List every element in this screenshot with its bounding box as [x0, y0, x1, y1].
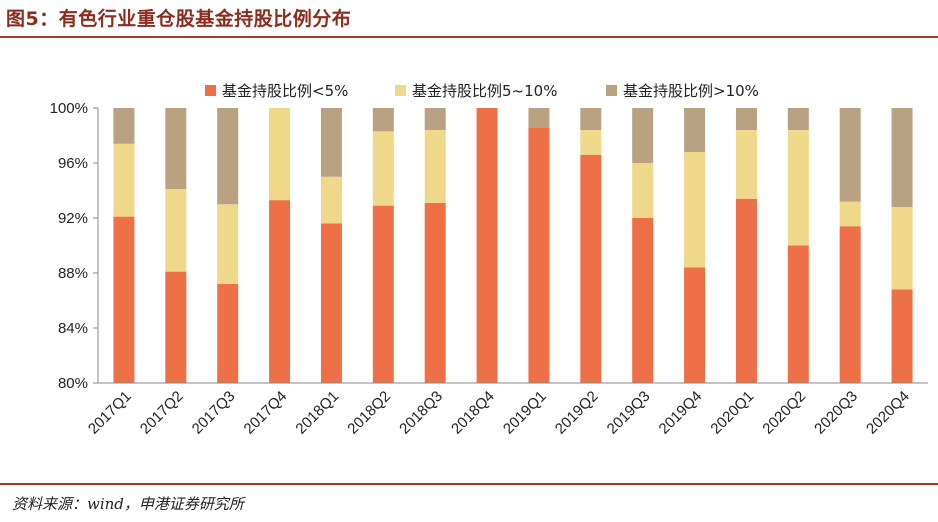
bar-segment-3-2018Q3	[424, 108, 446, 130]
x-tick-label: 2019Q1	[500, 388, 550, 438]
source-note: 资料来源：wind，申港证券研究所	[12, 495, 244, 513]
x-tick-label: 2017Q1	[85, 388, 135, 438]
bar-segment-1-2017Q2	[165, 271, 187, 383]
legend-swatch-3	[606, 85, 617, 96]
bar-segment-1-2019Q2	[580, 154, 602, 383]
bars	[113, 108, 913, 383]
bar-segment-1-2017Q4	[269, 200, 291, 383]
bar-segment-1-2018Q2	[372, 205, 394, 383]
footer-divider	[0, 483, 938, 485]
bar-segment-2-2018Q3	[424, 130, 446, 203]
bar-segment-3-2020Q4	[891, 108, 913, 207]
title-divider	[0, 36, 938, 38]
bar-segment-1-2017Q1	[113, 216, 135, 383]
bar-segment-2-2019Q2	[580, 130, 602, 155]
legend-swatch-2	[395, 85, 406, 96]
bar-segment-2-2020Q3	[839, 201, 861, 227]
bar-segment-1-2018Q1	[320, 223, 342, 383]
x-tick-label: 2017Q4	[241, 388, 291, 438]
bar-segment-1-2019Q1	[528, 127, 550, 383]
chart-title: 图5：有色行业重仓股基金持股比例分布	[6, 8, 352, 30]
bar-segment-2-2019Q3	[632, 163, 654, 218]
x-tick-label: 2018Q3	[396, 388, 446, 438]
bar-segment-3-2018Q1	[320, 108, 342, 177]
bar-segment-2-2020Q1	[735, 130, 757, 199]
bar-segment-3-2020Q1	[735, 108, 757, 130]
bar-segment-3-2019Q3	[632, 108, 654, 163]
x-tick-label: 2018Q4	[448, 388, 498, 438]
bar-segment-1-2019Q3	[632, 218, 654, 383]
bar-segment-2-2020Q2	[787, 130, 809, 246]
bar-segment-1-2018Q3	[424, 202, 446, 383]
legend-label-2: 基金持股比例5~10%	[412, 82, 557, 100]
bar-segment-3-2017Q3	[217, 108, 239, 205]
bar-segment-2-2017Q4	[269, 108, 291, 201]
bar-segment-3-2019Q2	[580, 108, 602, 130]
x-tick-label: 2019Q4	[656, 388, 706, 438]
bar-segment-2-2017Q3	[217, 204, 239, 284]
x-tick-label: 2019Q2	[552, 388, 602, 438]
x-tick-label: 2019Q3	[604, 388, 654, 438]
y-axis: 80% 84% 88% 92% 96% 100%	[50, 100, 99, 392]
bar-segment-2-2017Q1	[113, 143, 135, 217]
bar-segment-3-2019Q4	[684, 108, 706, 152]
bar-segment-1-2020Q4	[891, 289, 913, 383]
bar-segment-2-2018Q2	[372, 131, 394, 206]
bar-segment-3-2018Q2	[372, 108, 394, 132]
bar-segment-3-2019Q1	[528, 108, 550, 128]
bar-segment-2-2020Q4	[891, 207, 913, 290]
x-tick-label: 2020Q1	[707, 388, 757, 438]
bar-segment-1-2017Q3	[217, 284, 239, 383]
y-tick-label: 96%	[58, 155, 88, 172]
bar-segment-1-2020Q1	[735, 198, 757, 383]
y-tick-label: 92%	[58, 210, 88, 227]
bar-segment-2-2017Q2	[165, 189, 187, 272]
legend-swatch-1	[205, 85, 216, 96]
legend-label-1: 基金持股比例<5%	[222, 82, 348, 100]
y-tick-label: 80%	[58, 375, 88, 392]
x-tick-label: 2017Q3	[189, 388, 239, 438]
x-axis: 2017Q1 2017Q2 2017Q3 2017Q4 2018Q1 2018Q2 2018…	[85, 382, 928, 438]
bar-segment-2-2019Q4	[684, 152, 706, 268]
x-tick-label: 2018Q1	[292, 388, 342, 438]
x-tick-label: 2018Q2	[344, 388, 394, 438]
x-tick-label: 2020Q2	[759, 388, 809, 438]
bar-segment-3-2020Q3	[839, 108, 861, 202]
bar-segment-1-2020Q2	[787, 245, 809, 383]
bar-segment-2-2018Q1	[320, 176, 342, 224]
bar-segment-3-2020Q2	[787, 108, 809, 130]
y-tick-label: 100%	[50, 100, 88, 117]
bar-segment-1-2020Q3	[839, 226, 861, 383]
legend-label-3: 基金持股比例>10%	[623, 82, 759, 100]
x-tick-label: 2020Q3	[811, 388, 861, 438]
bar-segment-1-2018Q4	[476, 108, 498, 383]
bar-segment-3-2017Q1	[113, 108, 135, 144]
y-tick-label: 84%	[58, 320, 88, 337]
legend: 基金持股比例<5% 基金持股比例5~10% 基金持股比例>10%	[205, 82, 759, 100]
x-tick-label: 2017Q2	[137, 388, 187, 438]
bar-segment-1-2019Q4	[684, 267, 706, 383]
bar-segment-3-2017Q2	[165, 108, 187, 190]
x-tick-label: 2020Q4	[863, 388, 913, 438]
y-tick-label: 88%	[58, 265, 88, 282]
